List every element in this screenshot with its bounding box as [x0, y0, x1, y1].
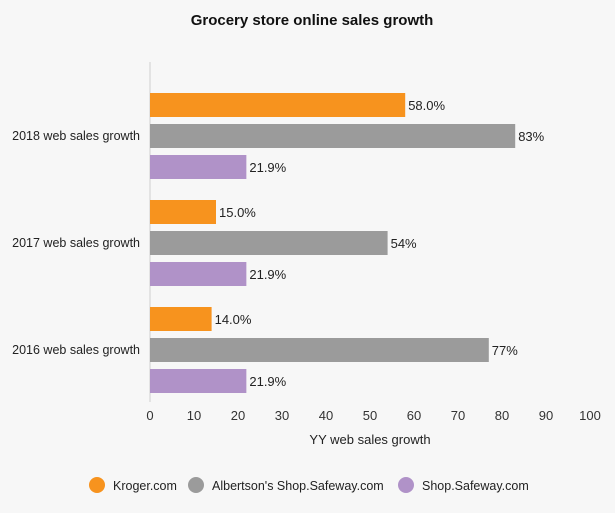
- bar: [150, 200, 216, 224]
- data-label: 21.9%: [249, 374, 286, 389]
- data-label: 21.9%: [249, 267, 286, 282]
- x-tick-label: 90: [539, 408, 553, 423]
- x-tick-label: 100: [579, 408, 601, 423]
- x-tick-label: 60: [407, 408, 421, 423]
- bar: [150, 338, 489, 362]
- legend-label: Albertson's Shop.Safeway.com: [212, 479, 384, 493]
- bar: [150, 124, 516, 148]
- data-label: 77%: [492, 343, 518, 358]
- bar: [150, 93, 406, 117]
- plot-area: 2018 web sales growth 58.0% 83% 21.9% 2017 w…: [12, 62, 545, 402]
- legend-label: Shop.Safeway.com: [422, 479, 529, 493]
- bar: [150, 155, 247, 179]
- x-axis-title: YY web sales growth: [309, 432, 430, 447]
- x-tick-label: 30: [275, 408, 289, 423]
- legend-label: Kroger.com: [113, 479, 177, 493]
- bar: [150, 307, 212, 331]
- x-tick-label: 40: [319, 408, 333, 423]
- data-label: 21.9%: [249, 160, 286, 175]
- bar: [150, 231, 388, 255]
- x-tick-label: 80: [495, 408, 509, 423]
- x-axis: 0 10 20 30 40 50 60 70 80 90 100: [146, 408, 600, 423]
- x-tick-label: 0: [146, 408, 153, 423]
- legend-marker: [398, 477, 414, 493]
- x-tick-label: 70: [451, 408, 465, 423]
- data-label: 83%: [518, 129, 544, 144]
- data-label: 15.0%: [219, 205, 256, 220]
- x-tick-label: 20: [231, 408, 245, 423]
- legend-marker: [89, 477, 105, 493]
- legend: Kroger.com Albertson's Shop.Safeway.com Sh…: [89, 477, 529, 493]
- category-label: 2016 web sales growth: [12, 343, 140, 357]
- category-label: 2018 web sales growth: [12, 129, 140, 143]
- category-label: 2017 web sales growth: [12, 236, 140, 250]
- data-label: 58.0%: [408, 98, 445, 113]
- bar: [150, 262, 247, 286]
- data-label: 54%: [391, 236, 417, 251]
- legend-marker: [188, 477, 204, 493]
- chart-title: Grocery store online sales growth: [191, 12, 434, 29]
- x-tick-label: 10: [187, 408, 201, 423]
- bar: [150, 369, 247, 393]
- x-tick-label: 50: [363, 408, 377, 423]
- data-label: 14.0%: [215, 312, 252, 327]
